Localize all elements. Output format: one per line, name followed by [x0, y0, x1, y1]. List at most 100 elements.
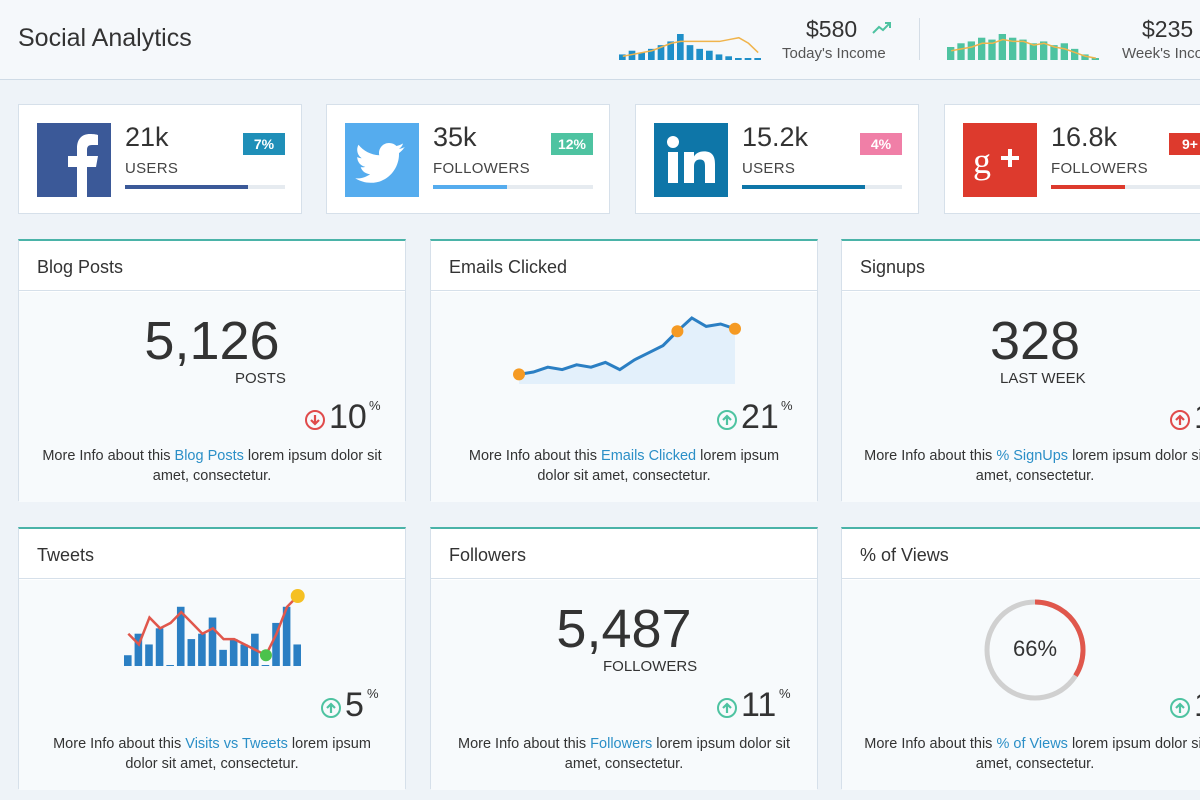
tweets-bar [176, 606, 185, 666]
arrow-up-circle-icon [717, 698, 737, 718]
sparkline-line [622, 36, 759, 58]
signups-change: 18 % [1170, 396, 1200, 436]
linkedin-pct-badge: 4% [860, 133, 902, 155]
followers-info: More Info about this Followers lorem ips… [451, 734, 797, 774]
emails-point [671, 325, 684, 338]
today-income-label: Today's Income [782, 45, 886, 62]
tweets-high-point [290, 589, 305, 603]
info-text: lorem ipsum dolor sit amet, consectetur. [975, 448, 1200, 484]
linkedin-label: USERS [742, 160, 796, 177]
widget-body: 5 % More Info about this Visits vs Tweet… [19, 580, 405, 790]
google-plus-pct-badge: 9+ [1169, 133, 1200, 155]
google-plus-progress-fill [1051, 185, 1125, 189]
sparkline-bar [1071, 48, 1079, 60]
google-plus-card[interactable]: g 16.8k FOLLOWERS 9+ [944, 104, 1200, 214]
facebook-card[interactable]: 21k USERS 7% [18, 104, 302, 214]
sparkline-bar [947, 47, 955, 60]
sparkline-bar [1091, 58, 1099, 60]
arrow-up-circle-icon [1170, 698, 1190, 718]
widget-title: Tweets [37, 545, 95, 565]
widget-title: Emails Clicked [449, 257, 568, 277]
blog-posts-link[interactable]: Blog Posts [174, 448, 244, 464]
linkedin-icon [654, 123, 728, 197]
widget-header: Emails Clicked [431, 241, 817, 291]
views-change-value: 14 [1194, 686, 1200, 725]
widget-title: % of Views [860, 545, 949, 565]
info-text: lorem ipsum dolor sit amet, consectetur. [564, 736, 791, 772]
sparkline-bar [1060, 43, 1068, 60]
week-income-label: Week's Income [1122, 45, 1200, 62]
week-income-amount: $235 [1142, 16, 1194, 42]
sparkline-bar [667, 41, 674, 60]
blog-posts-info: More Info about this Blog Posts lorem ip… [39, 446, 385, 486]
tweets-low-point [259, 649, 272, 662]
sparkline-bar [696, 48, 703, 60]
signups-value: 328 [989, 311, 1081, 371]
blog-posts-value: 5,126 [144, 311, 280, 371]
google-plus-icon: g [963, 123, 1037, 197]
views-widget: % of Views 66% 14 % More Info about this… [841, 527, 1200, 790]
sparkline-bar [648, 48, 655, 60]
facebook-pct-badge: 7% [243, 133, 285, 155]
arrow-up-circle-icon [717, 410, 737, 430]
blog-posts-unit: POSTS [235, 370, 286, 387]
linkedin-progress [742, 185, 902, 189]
emails-clicked-link[interactable]: Emails Clicked [601, 448, 697, 464]
sparkline-bar [998, 34, 1006, 60]
tweets-bar [261, 665, 270, 666]
trend-up-icon [872, 22, 891, 34]
sparkline-bar [1029, 43, 1037, 60]
sparkline-bar [1019, 39, 1027, 60]
visits-vs-tweets-link[interactable]: Visits vs Tweets [185, 736, 288, 752]
emails-area-fill [519, 318, 735, 384]
tweets-change-value: 5 [345, 686, 364, 724]
followers-unit: FOLLOWERS [603, 658, 698, 675]
sparkline-bar [725, 56, 732, 60]
percent-symbol: % [369, 398, 381, 413]
facebook-label: USERS [125, 160, 179, 177]
today-income-amount: $580 [806, 16, 858, 42]
info-text: lorem ipsum dolor sit amet, consectetur. [537, 448, 780, 484]
tweets-bar [155, 628, 164, 666]
followers-value: 5,487 [556, 599, 692, 659]
widget-body: 66% 14 % More Info about this % of Views… [842, 580, 1200, 790]
emails-clicked-change: 21 % [717, 396, 797, 436]
followers-link[interactable]: Followers [590, 736, 653, 752]
week-income: $235 Week's Income [946, 10, 1200, 70]
widget-title: Followers [449, 545, 527, 565]
tweets-line [127, 595, 299, 657]
tweets-bar [240, 644, 249, 666]
svg-text:g: g [973, 141, 991, 181]
twitter-card[interactable]: 35k FOLLOWERS 12% [326, 104, 610, 214]
facebook-progress [125, 185, 285, 189]
facebook-count: 21k [125, 122, 169, 152]
tweets-info: More Info about this Visits vs Tweets lo… [39, 734, 385, 774]
signups-unit: LAST WEEK [1000, 370, 1086, 387]
followers-change: 11 % [717, 684, 797, 724]
tweets-bar [187, 639, 196, 666]
linkedin-progress-fill [742, 185, 866, 189]
emails-point [513, 368, 525, 381]
sparkline-bar [735, 58, 742, 60]
blog-posts-change: 10 % [305, 396, 385, 436]
info-text: More Info about this [53, 736, 186, 752]
info-text: More Info about this [457, 736, 591, 752]
facebook-icon [37, 123, 111, 197]
sparkline-bar [988, 39, 996, 60]
header-divider [919, 18, 920, 60]
views-link[interactable]: % of Views [996, 736, 1068, 752]
twitter-pct-badge: 12% [551, 133, 593, 155]
widget-header: Tweets [19, 529, 405, 579]
linkedin-card[interactable]: 15.2k USERS 4% [635, 104, 919, 214]
twitter-icon [345, 123, 419, 197]
tweets-bar [124, 655, 132, 666]
app-title: Social Analytics [18, 24, 192, 52]
widget-header: Blog Posts [19, 241, 405, 291]
sparkline-bar [619, 54, 626, 60]
signups-link[interactable]: % SignUps [996, 448, 1069, 464]
donut-segment [1034, 599, 1086, 678]
widget-body: 5,487 FOLLOWERS 11 % More Info about thi… [431, 580, 817, 790]
tweets-bar [208, 617, 217, 666]
info-text: More Info about this [42, 448, 175, 464]
info-text: More Info about this [864, 736, 997, 752]
